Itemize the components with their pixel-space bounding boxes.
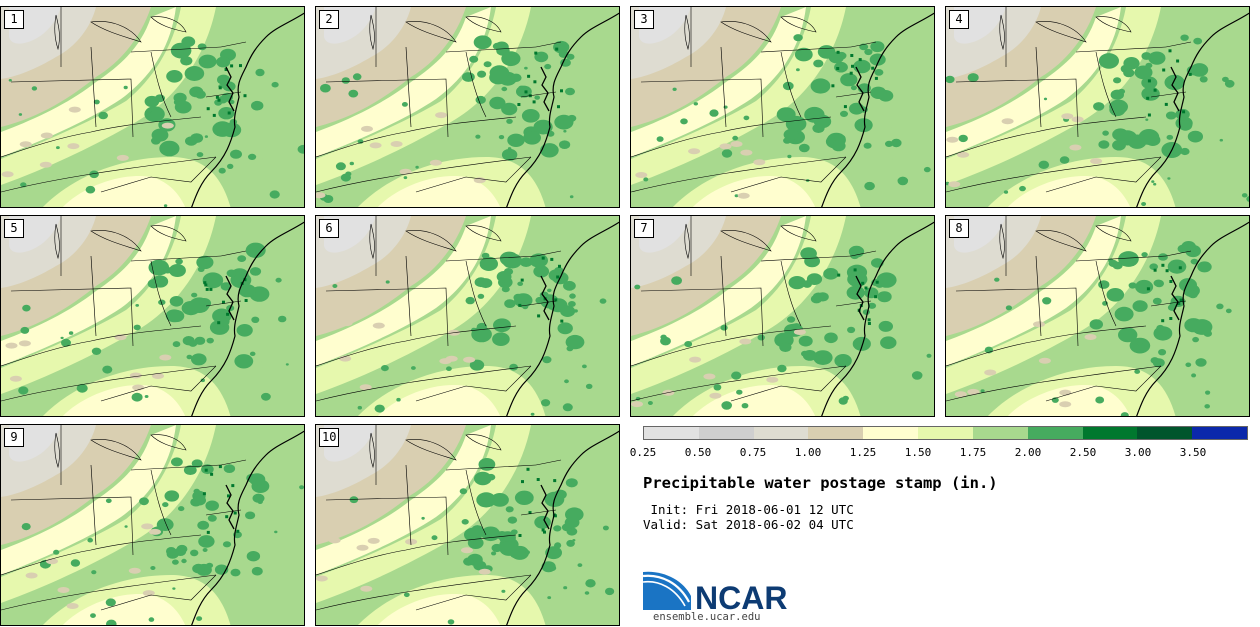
- colorbar-tick-label: 3.50: [1179, 446, 1207, 459]
- map-panel: 5: [0, 215, 305, 417]
- colorbar-swatch: [972, 427, 1028, 439]
- colorbar-tick-label: 3.00: [1124, 446, 1152, 459]
- colorbar-swatch: [1192, 427, 1247, 439]
- colorbar-tick-label: 1.00: [794, 446, 822, 459]
- precipitable-water-map: [1, 7, 304, 207]
- map-panel: 6: [315, 215, 620, 417]
- colorbar-tick-label: 2.50: [1069, 446, 1097, 459]
- colorbar-swatch: [1137, 427, 1193, 439]
- member-label: 5: [4, 219, 24, 238]
- ncar-logo-text: NCAR: [695, 580, 787, 616]
- colorbar-swatch: [1082, 427, 1138, 439]
- precipitable-water-map: [631, 216, 934, 416]
- member-label: 4: [949, 10, 969, 29]
- valid-time: Valid: Sat 2018-06-02 04 UTC: [643, 517, 854, 532]
- member-label: 8: [949, 219, 969, 238]
- colorbar-swatch: [863, 427, 919, 439]
- colorbar-tick-label: 1.75: [959, 446, 987, 459]
- member-label: 6: [319, 219, 339, 238]
- precipitable-water-map: [316, 7, 619, 207]
- colorbar-swatch: [918, 427, 973, 439]
- chart-title: Precipitable water postage stamp (in.): [643, 474, 998, 492]
- map-panel: 1: [0, 6, 305, 208]
- colorbar-tick-label: 0.75: [739, 446, 767, 459]
- precipitable-water-map: [946, 216, 1249, 416]
- colorbar-tick-label: 1.25: [849, 446, 877, 459]
- member-label: 2: [319, 10, 339, 29]
- init-time: Init: Fri 2018-06-01 12 UTC: [643, 502, 854, 517]
- map-panel: 9: [0, 424, 305, 626]
- precipitable-water-map: [1, 425, 304, 625]
- map-panel: 10: [315, 424, 620, 626]
- member-label: 10: [319, 428, 340, 447]
- logo-url: ensemble.ucar.edu: [653, 611, 761, 623]
- colorbar: [643, 426, 1248, 440]
- colorbar-tick-label: 0.25: [629, 446, 657, 459]
- precipitable-water-map: [946, 7, 1249, 207]
- colorbar-swatch: [808, 427, 864, 439]
- precipitable-water-map: [1, 216, 304, 416]
- map-panel: 7: [630, 215, 935, 417]
- member-label: 9: [4, 428, 24, 447]
- member-label: 1: [4, 10, 24, 29]
- colorbar-swatch: [1027, 427, 1083, 439]
- colorbar-swatch: [644, 427, 699, 439]
- precipitable-water-map: [631, 7, 934, 207]
- colorbar-tick-label: 2.00: [1014, 446, 1042, 459]
- ncar-logo: NCAR: [643, 571, 787, 616]
- colorbar-tick-label: 0.50: [684, 446, 712, 459]
- precipitable-water-map: [316, 216, 619, 416]
- map-panel: 4: [945, 6, 1250, 208]
- map-panel: 2: [315, 6, 620, 208]
- map-panel: 8: [945, 215, 1250, 417]
- colorbar-swatch: [753, 427, 809, 439]
- colorbar-swatch: [698, 427, 754, 439]
- precipitable-water-map: [316, 425, 619, 625]
- colorbar-tick-label: 1.50: [904, 446, 932, 459]
- member-label: 3: [634, 10, 654, 29]
- member-label: 7: [634, 219, 654, 238]
- map-panel: 3: [630, 6, 935, 208]
